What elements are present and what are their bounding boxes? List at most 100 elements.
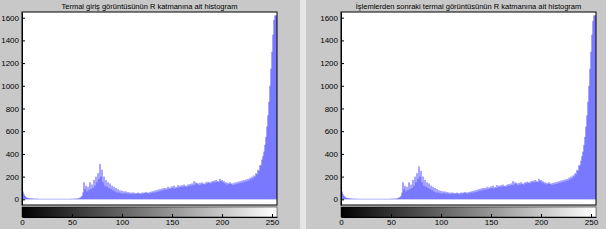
bar xyxy=(480,191,481,200)
bar xyxy=(570,179,571,199)
bar xyxy=(448,194,449,200)
tick-label: 0 xyxy=(15,195,20,204)
bar xyxy=(60,198,61,199)
tick-label: 250 xyxy=(585,218,599,227)
axis-line xyxy=(342,217,597,218)
bar xyxy=(257,174,258,199)
bar xyxy=(75,198,76,200)
bar xyxy=(27,198,28,200)
bar xyxy=(220,179,221,199)
bar xyxy=(51,198,52,199)
tick-mark xyxy=(22,18,25,19)
tick: 100 xyxy=(435,214,449,227)
bar xyxy=(367,198,368,199)
bar xyxy=(194,181,195,199)
bar xyxy=(368,198,369,199)
bar xyxy=(129,194,130,200)
bar xyxy=(591,52,592,200)
bar xyxy=(134,193,135,200)
bar xyxy=(225,183,226,199)
bar xyxy=(276,15,277,199)
bar xyxy=(186,186,187,200)
bar xyxy=(580,165,581,199)
bar xyxy=(211,183,212,199)
bar xyxy=(154,191,155,200)
bar xyxy=(89,190,90,199)
tick-mark xyxy=(22,214,23,217)
bar xyxy=(537,181,538,199)
bar xyxy=(231,184,232,199)
bar xyxy=(26,197,27,199)
bar xyxy=(415,177,416,200)
tick-label: 0 xyxy=(339,218,344,227)
bar xyxy=(160,189,161,199)
bar xyxy=(590,69,591,200)
tick-label: 100 xyxy=(116,218,130,227)
bar xyxy=(263,156,264,199)
bar xyxy=(396,198,397,200)
bar xyxy=(447,192,448,199)
bar xyxy=(156,190,157,199)
bar xyxy=(374,198,375,199)
bar xyxy=(412,188,413,199)
bar xyxy=(559,181,560,199)
bar xyxy=(577,170,578,200)
tick-label: 200 xyxy=(6,173,20,182)
tick-label: 100 xyxy=(435,218,449,227)
bar xyxy=(207,183,208,199)
bar xyxy=(42,198,43,199)
bar xyxy=(475,190,476,199)
bar xyxy=(208,182,209,200)
bar xyxy=(58,198,59,199)
bar xyxy=(439,190,440,199)
bar xyxy=(587,115,588,199)
y-axis: 02004006008001000120014001600 xyxy=(1,13,25,206)
bar xyxy=(429,183,430,199)
bar xyxy=(544,183,545,199)
bar xyxy=(466,193,467,199)
bar xyxy=(65,198,66,199)
bar xyxy=(487,187,488,199)
bar xyxy=(110,183,111,199)
bar xyxy=(226,182,227,199)
bar xyxy=(240,181,241,199)
bar xyxy=(560,183,561,199)
bar xyxy=(155,193,156,200)
tick-mark xyxy=(272,214,273,217)
bar xyxy=(90,182,91,199)
bar xyxy=(486,190,487,200)
bar xyxy=(68,198,69,199)
tick: 1200 xyxy=(1,59,25,68)
bar xyxy=(538,182,539,199)
bar xyxy=(79,198,80,199)
bar xyxy=(32,198,33,200)
bar xyxy=(573,175,574,199)
tick-mark xyxy=(122,214,123,217)
bar xyxy=(403,182,404,199)
bar xyxy=(93,188,94,199)
bar xyxy=(187,187,188,199)
bar xyxy=(201,185,202,200)
bar xyxy=(141,194,142,199)
tick-mark xyxy=(341,40,344,41)
bar xyxy=(105,186,106,200)
bar xyxy=(377,198,378,199)
bar xyxy=(489,187,490,199)
bar xyxy=(157,192,158,199)
bar xyxy=(82,196,83,199)
bar xyxy=(386,198,387,199)
bar xyxy=(478,191,479,199)
bar xyxy=(529,182,530,199)
bar xyxy=(188,185,189,200)
background xyxy=(0,0,606,229)
tick-mark xyxy=(491,214,492,217)
bar xyxy=(171,189,172,200)
bar xyxy=(418,179,419,199)
bar xyxy=(184,185,185,200)
bar xyxy=(491,186,492,199)
bar xyxy=(356,198,357,200)
bar xyxy=(397,198,398,200)
bar xyxy=(593,21,594,199)
bar xyxy=(205,185,206,200)
bar xyxy=(95,186,96,200)
